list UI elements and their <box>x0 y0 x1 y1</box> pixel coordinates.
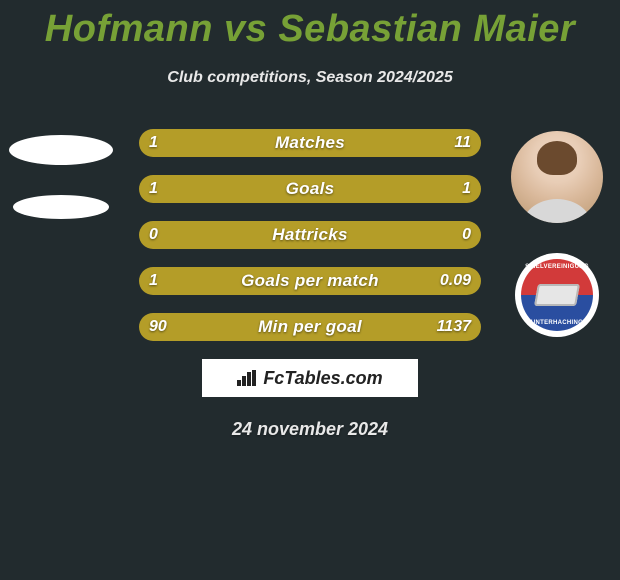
stat-left-value: 0 <box>149 226 158 244</box>
stat-right-value: 1 <box>462 180 471 198</box>
left-player-column <box>6 129 116 219</box>
right-player-column: SPIELVEREINIGUNG UNTERHACHING <box>502 129 612 337</box>
stat-label: Goals <box>286 179 335 199</box>
right-club-badge: SPIELVEREINIGUNG UNTERHACHING <box>515 253 599 337</box>
stat-right-value: 0.09 <box>440 272 471 290</box>
stat-label: Hattricks <box>272 225 347 245</box>
comparison-area: SPIELVEREINIGUNG UNTERHACHING 1 Matches … <box>0 129 620 341</box>
club-badge-bottom-text: UNTERHACHING <box>531 320 583 326</box>
stat-right-value: 0 <box>462 226 471 244</box>
stat-label: Goals per match <box>241 271 379 291</box>
stat-left-value: 1 <box>149 180 158 198</box>
stat-left-value: 1 <box>149 272 158 290</box>
stat-right-value: 11 <box>454 134 471 152</box>
stat-label: Min per goal <box>258 317 362 337</box>
subtitle: Club competitions, Season 2024/2025 <box>0 69 620 87</box>
left-club-badge <box>13 195 109 219</box>
club-badge-top-text: SPIELVEREINIGUNG <box>525 264 589 270</box>
stat-row-matches: 1 Matches 11 <box>139 129 481 157</box>
left-player-avatar <box>9 135 113 165</box>
stat-left-value: 90 <box>149 318 167 336</box>
stat-row-goals: 1 Goals 1 <box>139 175 481 203</box>
date-label: 24 november 2024 <box>0 419 620 440</box>
page-title: Hofmann vs Sebastian Maier <box>0 0 620 51</box>
stat-left-value: 1 <box>149 134 158 152</box>
stat-bars: 1 Matches 11 1 Goals 1 0 Hattricks 0 1 G… <box>139 129 481 341</box>
stat-row-hattricks: 0 Hattricks 0 <box>139 221 481 249</box>
brand-box: FcTables.com <box>202 359 418 397</box>
brand-text: FcTables.com <box>263 368 382 389</box>
right-player-avatar <box>511 131 603 223</box>
bar-chart-icon <box>237 370 257 386</box>
stat-label: Matches <box>275 133 345 153</box>
stat-row-min-per-goal: 90 Min per goal 1137 <box>139 313 481 341</box>
club-badge-inner: SPIELVEREINIGUNG UNTERHACHING <box>521 259 593 331</box>
stat-row-goals-per-match: 1 Goals per match 0.09 <box>139 267 481 295</box>
stat-right-value: 1137 <box>437 318 471 336</box>
